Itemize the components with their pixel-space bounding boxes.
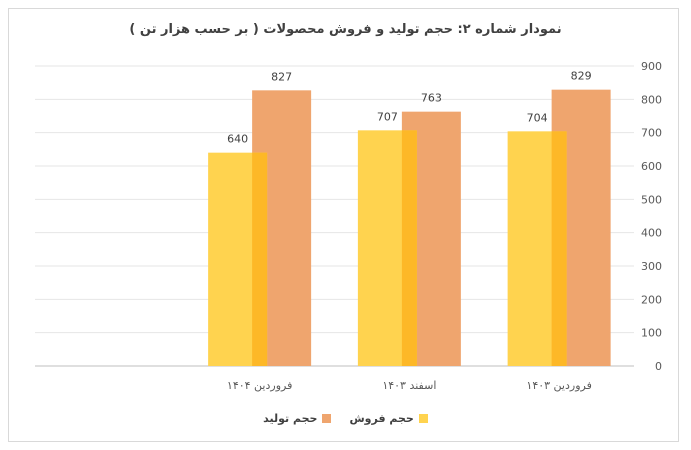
category-label-2: فروردین ۱۴۰۴ [227,379,292,392]
data-label-sales-1: 707 [377,110,398,123]
y-tick-300: 300 [641,260,662,273]
x-category-labels: فروردین ۱۴۰۳ اسفند ۱۴۰۳ فروردین ۱۴۰۴ [227,379,592,392]
data-label-production-2: 827 [271,70,292,83]
bar-overlap-2 [252,152,268,366]
legend-item-sales: حجم فروش [349,412,428,425]
y-tick-100: 100 [641,327,662,340]
y-tick-700: 700 [641,127,662,140]
data-label-production-1: 763 [421,92,442,105]
bar-overlap-0 [551,131,567,366]
chart-title: نمودار شماره ۲: حجم تولید و فروش محصولات… [129,22,562,37]
y-tick-600: 600 [641,160,662,173]
y-tick-200: 200 [641,293,662,306]
category-label-1: اسفند ۱۴۰۳ [382,379,436,392]
legend-item-production: حجم تولید [263,412,332,425]
legend-swatch-production [322,414,332,423]
y-tick-labels: 0 100 200 300 400 500 600 700 800 900 [641,60,662,373]
data-label-sales-2: 640 [227,133,248,146]
y-tick-400: 400 [641,227,662,240]
y-tick-500: 500 [641,193,662,206]
legend: حجم فروش حجم تولید [0,412,691,425]
bar-overlap-1 [401,130,417,366]
legend-swatch-sales [418,414,428,423]
data-label-production-0: 829 [571,70,592,83]
legend-label-sales: حجم فروش [349,412,414,425]
y-tick-800: 800 [641,93,662,106]
bars [208,89,611,367]
data-label-sales-0: 704 [527,111,548,124]
legend-label-production: حجم تولید [263,412,318,425]
category-label-0: فروردین ۱۴۰۳ [526,379,591,392]
y-tick-0: 0 [655,360,662,373]
data-labels: 704 829 707 763 640 827 [227,70,592,146]
y-tick-900: 900 [641,60,662,73]
